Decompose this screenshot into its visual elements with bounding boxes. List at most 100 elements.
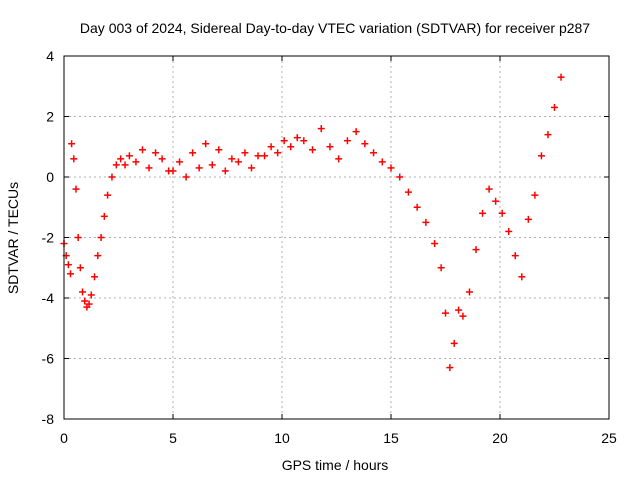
data-point xyxy=(361,140,369,148)
grid-lines xyxy=(64,56,609,419)
data-point xyxy=(352,128,360,136)
data-point xyxy=(267,143,275,151)
y-tick-label: -6 xyxy=(42,351,55,367)
data-point xyxy=(104,191,112,199)
data-point xyxy=(228,155,236,163)
data-point xyxy=(492,197,500,205)
data-point xyxy=(125,152,133,160)
y-tick-label: 0 xyxy=(46,169,54,185)
data-point xyxy=(498,209,506,217)
data-point xyxy=(544,131,552,139)
data-point xyxy=(254,152,262,160)
data-point xyxy=(511,252,519,260)
data-point xyxy=(145,164,153,172)
x-tick-label: 15 xyxy=(383,430,399,446)
data-point xyxy=(152,149,160,157)
data-point xyxy=(189,149,197,157)
axis-ticks: 0 5 10 15 20 25 -8 -6 -4 -2 0 2 4 xyxy=(42,48,617,446)
data-point xyxy=(182,173,190,181)
y-tick-label: -4 xyxy=(42,290,55,306)
data-point xyxy=(437,264,445,272)
data-point xyxy=(370,149,378,157)
data-point xyxy=(94,252,102,260)
data-point xyxy=(247,164,255,172)
data-point xyxy=(85,300,93,308)
data-point xyxy=(87,291,95,299)
data-point xyxy=(505,227,513,235)
x-axis-label: GPS time / hours xyxy=(282,457,389,473)
data-point xyxy=(221,167,229,175)
x-tick-label: 0 xyxy=(60,430,68,446)
data-point xyxy=(459,312,467,320)
data-point xyxy=(195,164,203,172)
y-tick-label: 2 xyxy=(46,109,54,125)
data-point xyxy=(524,215,532,223)
data-point xyxy=(112,161,120,169)
y-tick-label: 4 xyxy=(46,48,54,64)
data-point xyxy=(138,146,146,154)
data-point xyxy=(97,234,105,241)
data-point xyxy=(81,297,89,305)
data-point xyxy=(537,152,545,160)
data-point xyxy=(485,185,493,193)
data-point xyxy=(176,158,184,166)
data-point xyxy=(450,339,458,347)
data-point xyxy=(202,140,210,148)
data-point xyxy=(234,158,242,166)
chart-title: Day 003 of 2024, Sidereal Day-to-day VTE… xyxy=(80,20,590,36)
data-point xyxy=(287,143,295,151)
data-point xyxy=(465,288,473,296)
x-tick-label: 10 xyxy=(274,430,290,446)
data-point xyxy=(215,146,223,154)
y-tick-label: -2 xyxy=(42,230,55,246)
data-point xyxy=(518,273,526,281)
data-point xyxy=(531,191,539,199)
data-point xyxy=(343,137,351,145)
data-point xyxy=(117,155,125,163)
data-point xyxy=(241,149,249,157)
data-point xyxy=(326,143,334,151)
data-point xyxy=(132,158,140,166)
data-point xyxy=(72,185,80,193)
data-point xyxy=(74,234,82,241)
data-point xyxy=(557,73,565,81)
y-tick-label: -8 xyxy=(42,411,55,427)
data-point xyxy=(158,155,166,163)
data-point xyxy=(121,161,129,169)
data-point xyxy=(108,173,116,181)
data-points xyxy=(60,73,565,372)
data-point xyxy=(169,167,177,175)
data-point xyxy=(100,212,108,220)
x-tick-label: 25 xyxy=(601,430,617,446)
x-tick-label: 5 xyxy=(169,430,177,446)
data-point xyxy=(479,209,487,217)
data-point xyxy=(413,203,421,211)
data-point xyxy=(79,288,87,296)
data-point xyxy=(404,188,412,196)
data-point xyxy=(309,146,317,154)
data-point xyxy=(442,309,449,317)
data-point xyxy=(378,158,386,166)
data-point xyxy=(91,273,99,281)
data-point xyxy=(551,103,558,111)
data-point xyxy=(300,137,308,145)
data-point xyxy=(68,140,76,148)
data-point xyxy=(422,218,430,226)
data-point xyxy=(76,264,84,272)
data-point xyxy=(70,155,78,163)
data-point xyxy=(472,246,480,254)
data-point xyxy=(274,149,282,157)
data-point xyxy=(317,125,325,133)
data-point xyxy=(280,137,288,145)
data-point xyxy=(455,306,463,314)
data-point xyxy=(293,134,301,142)
data-point xyxy=(396,173,404,181)
data-point xyxy=(335,155,343,163)
data-point xyxy=(387,164,395,172)
data-point xyxy=(64,261,72,269)
y-axis-label: SDTVAR / TECUs xyxy=(5,182,21,294)
data-point xyxy=(446,364,454,372)
data-point xyxy=(431,240,439,248)
data-point xyxy=(67,270,75,278)
